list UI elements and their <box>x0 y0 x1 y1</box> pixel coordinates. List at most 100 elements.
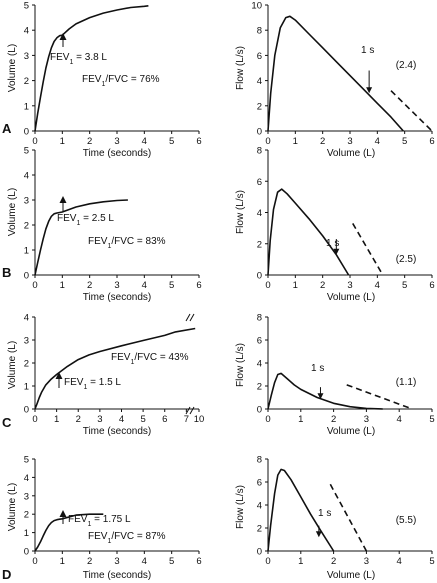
y-tick-label: 2 <box>24 221 29 232</box>
panel-c-flow-volume: Flow (L/s) Volume (L) 1 s (1.1) <box>235 343 416 437</box>
axis-break-icon <box>185 313 195 415</box>
x-tick-label: 2 <box>87 136 92 147</box>
y-axis-label: Volume (L) <box>7 188 18 236</box>
y-tick-label: 0 <box>257 127 262 138</box>
x-tick-label: 2 <box>331 414 336 425</box>
x-axis-label: Volume (L) <box>327 570 375 581</box>
fev1-annotation: FEV1 = 1.5 L <box>64 377 121 391</box>
y-axis-label: Volume (L) <box>7 483 18 531</box>
x-tick-label: 5 <box>169 136 174 147</box>
x-tick-label: 2 <box>320 136 325 147</box>
x-tick-label: 6 <box>196 556 201 567</box>
data-curve <box>267 468 335 552</box>
x-tick-label: 6 <box>196 136 201 147</box>
x-tick-label: 6 <box>196 280 201 291</box>
y-tick-label: 2 <box>257 239 262 250</box>
x-tick-label: 3 <box>97 414 102 425</box>
y-tick-label: 8 <box>257 313 262 324</box>
one-second-label: 1 s <box>326 238 339 249</box>
one-second-arrow-head <box>315 531 322 538</box>
x-tick-label: 7 <box>184 414 189 425</box>
y-axis-label: Flow (L/s) <box>235 485 246 529</box>
x-tick-label: 0 <box>32 136 37 147</box>
x-tick-label: 4 <box>142 136 147 147</box>
y-tick-label: 4 <box>24 473 29 484</box>
x-tick-label: 4 <box>397 414 402 425</box>
y-tick-label: 8 <box>257 146 262 157</box>
data-curve <box>34 513 104 552</box>
panel-label-a: A <box>2 121 12 136</box>
panel-label-b: B <box>2 265 11 280</box>
y-tick-label: 2 <box>24 76 29 87</box>
y-tick-label: 8 <box>257 26 262 37</box>
predicted-line <box>329 483 368 552</box>
x-axis-label: Time (seconds) <box>83 570 152 581</box>
panel-a-spirogram: Volume (L) Time (seconds) FEV1 = 3.8 L F… <box>7 33 160 159</box>
panel-c-spirogram: Volume (L) Time (seconds) FEV1 = 1.5 L F… <box>7 313 195 437</box>
panel-d-flow-volume: Flow (L/s) Volume (L) 1 s (5.5) <box>235 485 416 581</box>
y-tick-label: 1 <box>24 528 29 539</box>
y-tick-label: 4 <box>257 501 262 512</box>
x-tick-label: 1 <box>54 414 59 425</box>
x-tick-label: 3 <box>114 280 119 291</box>
one-second-arrow-head <box>366 87 373 94</box>
fev1-fvc-ratio: FEV1/FVC = 83% <box>88 236 166 250</box>
x-tick-label: 5 <box>402 136 407 147</box>
y-tick-label: 6 <box>257 336 262 347</box>
one-second-label: 1 s <box>361 45 374 56</box>
predicted-line <box>352 223 384 276</box>
one-second-label: 1 s <box>311 363 324 374</box>
x-tick-label: 2 <box>87 556 92 567</box>
panel-label-c: C <box>2 415 12 430</box>
y-tick-label: 8 <box>257 455 262 466</box>
y-tick-label: 5 <box>24 1 29 12</box>
x-tick-label: 0 <box>32 414 37 425</box>
y-tick-label: 1 <box>24 382 29 393</box>
y-tick-label: 3 <box>24 51 29 62</box>
x-tick-label: 1 <box>293 280 298 291</box>
data-curve <box>34 5 149 132</box>
fev1-fvc-ratio: FEV1/FVC = 76% <box>82 74 160 88</box>
y-tick-label: 3 <box>24 491 29 502</box>
x-axis-label: Time (seconds) <box>83 148 152 159</box>
x-tick-label: 0 <box>265 556 270 567</box>
y-axis-label: Flow (L/s) <box>235 46 246 90</box>
x-tick-label: 2 <box>87 280 92 291</box>
y-tick-label: 2 <box>257 382 262 393</box>
y-tick-label: 2 <box>257 101 262 112</box>
y-tick-label: 4 <box>257 208 262 219</box>
x-tick-label: 4 <box>142 280 147 291</box>
one-second-label: 1 s <box>318 508 331 519</box>
y-tick-label: 2 <box>257 524 262 535</box>
x-tick-label: 0 <box>32 280 37 291</box>
x-axis-label: Time (seconds) <box>83 292 152 303</box>
panel-label-d: D <box>2 567 11 582</box>
x-tick-label: 6 <box>429 280 434 291</box>
data-curve <box>34 327 196 410</box>
fev1-annotation: FEV1 = 1.75 L <box>68 514 131 528</box>
x-tick-label: 5 <box>402 280 407 291</box>
x-tick-label: 3 <box>347 280 352 291</box>
y-tick-label: 1 <box>24 101 29 112</box>
x-tick-label: 2 <box>320 280 325 291</box>
x-tick-label: 2 <box>331 556 336 567</box>
x-tick-label: 5 <box>429 556 434 567</box>
y-tick-label: 1 <box>24 246 29 257</box>
data-curve <box>34 199 128 276</box>
x-tick-label: 3 <box>347 136 352 147</box>
y-tick-label: 4 <box>24 171 29 182</box>
fev1-arrow-head <box>59 196 67 203</box>
y-axis-label: Flow (L/s) <box>235 343 246 387</box>
x-tick-label: 5 <box>169 280 174 291</box>
y-tick-label: 10 <box>251 1 262 12</box>
x-tick-label: 3 <box>114 556 119 567</box>
y-tick-label: 5 <box>24 455 29 466</box>
ratio-value-label: (2.5) <box>396 254 417 265</box>
x-tick-label: 3 <box>364 414 369 425</box>
x-tick-label: 0 <box>265 414 270 425</box>
ratio-value-label: (5.5) <box>396 515 417 526</box>
y-tick-label: 0 <box>24 271 29 282</box>
x-axis-label: Volume (L) <box>327 292 375 303</box>
one-second-arrow-head <box>317 393 324 400</box>
y-tick-label: 6 <box>257 478 262 489</box>
